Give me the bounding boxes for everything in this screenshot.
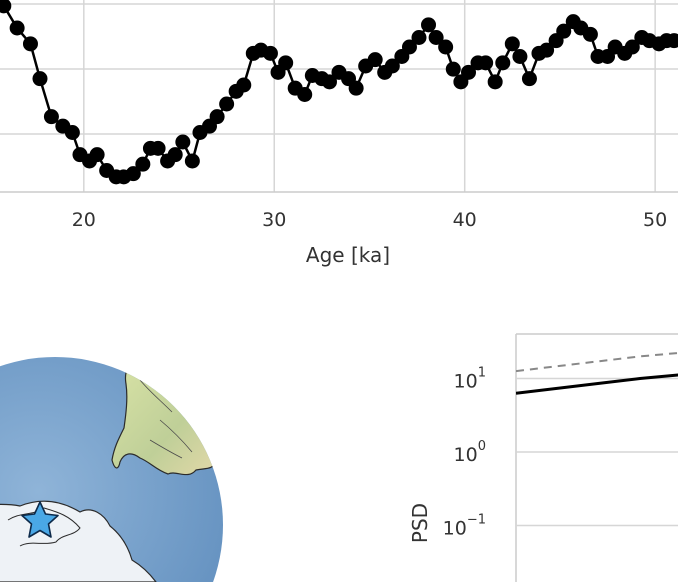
time-series-x-axis-label: Age [ka] <box>306 243 390 267</box>
time-series-point <box>22 36 38 52</box>
time-series-point <box>487 74 503 90</box>
time-series-point <box>9 20 25 36</box>
time-series-point <box>167 147 183 163</box>
time-series-point <box>0 0 12 14</box>
time-series-point <box>445 61 461 77</box>
time-series-point <box>219 96 235 112</box>
time-series-point <box>461 64 477 80</box>
time-series-point <box>135 156 151 172</box>
time-series-point <box>321 74 337 90</box>
time-series-point <box>384 58 400 74</box>
time-series-point <box>512 49 528 64</box>
time-series-point <box>278 55 294 71</box>
globe-ice-coast-detail <box>7 507 81 547</box>
time-series-point <box>428 30 444 45</box>
globe-ice-region <box>0 500 158 582</box>
globe-map-panel <box>0 357 223 582</box>
time-series-x-ticks: 20 30 40 50 <box>72 209 668 231</box>
time-series-point <box>478 55 494 71</box>
time-series-point <box>495 55 511 71</box>
star-icon <box>21 501 59 538</box>
time-series-line <box>2 5 675 179</box>
psd-y-tick-label: 101 <box>454 366 486 393</box>
time-series-point <box>32 71 48 87</box>
psd-y-axis-label: PSD <box>408 503 432 543</box>
time-series-point <box>43 109 59 125</box>
globe-border-lines <box>139 379 193 459</box>
time-series-point <box>297 87 313 102</box>
psd-y-ticks: 101 100 10−1 <box>443 366 486 540</box>
time-series-x-tick-label: 50 <box>643 209 667 231</box>
time-series-point <box>421 17 437 33</box>
psd-solid-line <box>516 373 678 395</box>
time-series-x-tick-label: 40 <box>453 209 477 231</box>
psd-y-tick-label: 10−1 <box>443 513 486 540</box>
psd-series <box>516 351 678 395</box>
time-series-point <box>624 39 640 55</box>
time-series-point <box>504 36 520 52</box>
psd-dashed-line <box>516 351 678 373</box>
time-series-point <box>401 39 417 55</box>
time-series-x-tick-label: 30 <box>262 209 286 231</box>
psd-y-tick-label: 100 <box>454 439 486 466</box>
time-series-point <box>348 80 364 96</box>
time-series-point <box>209 109 225 125</box>
time-series-x-tick-label: 20 <box>72 209 96 231</box>
time-series-point <box>184 153 200 169</box>
time-series-point <box>556 23 572 39</box>
time-series-point <box>89 147 105 163</box>
time-series-point <box>539 42 555 58</box>
time-series-point <box>411 30 427 45</box>
time-series-point <box>64 125 80 140</box>
time-series-point <box>175 134 191 150</box>
time-series-point <box>367 52 383 68</box>
psd-panel: 101 100 10−1 PSD <box>408 333 678 582</box>
psd-grid <box>516 377 678 527</box>
time-series-point <box>582 26 598 42</box>
time-series-point <box>521 71 537 87</box>
time-series-series <box>0 0 678 185</box>
time-series-point <box>236 77 252 93</box>
time-series-panel: 20 30 40 50 Age [ka] <box>0 0 678 267</box>
time-series-point <box>666 33 678 49</box>
time-series-point <box>125 166 141 182</box>
time-series-point <box>262 45 278 61</box>
time-series-point <box>150 140 166 156</box>
time-series-point <box>438 39 454 55</box>
